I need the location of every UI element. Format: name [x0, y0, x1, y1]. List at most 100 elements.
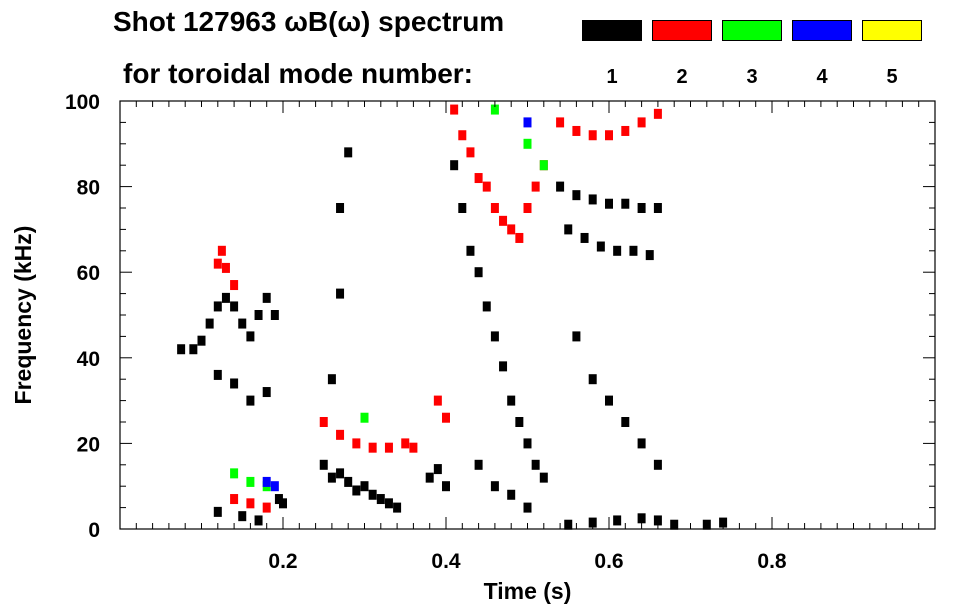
spectrum-point-n1-53: [523, 502, 532, 513]
spectrum-point-n1-73: [564, 519, 573, 530]
spectrum-point-n1-58: [621, 198, 630, 209]
legend-caption: for toroidal mode number:: [123, 58, 473, 89]
spectrum-point-n1-7: [238, 318, 247, 329]
legend-label-5: 5: [886, 66, 898, 88]
spectrum-point-n1-70: [621, 417, 630, 427]
spectrum-point-n1-19: [274, 494, 283, 505]
y-axis-label: Frequency (kHz): [10, 226, 36, 405]
axis-ticks: 0.2 0.4 0.6 0.8 0 20 40 60 80 100: [65, 91, 935, 573]
spectrum-point-n1-68: [588, 374, 597, 385]
spectrum-point-n1-50: [474, 459, 483, 470]
spectrum-point-n1-25: [352, 485, 361, 496]
legend-swatch-4: [792, 20, 852, 41]
spectrum-point-n2-16: [450, 104, 459, 115]
spectrum-point-n2-3: [230, 280, 239, 291]
spectrum-point-n2-19: [474, 173, 483, 184]
spectrum-point-n1-5: [221, 292, 230, 303]
spectrum-point-n1-48: [531, 459, 540, 470]
spectrum-point-n1-47: [523, 438, 532, 449]
spectrum-point-n1-40: [466, 245, 475, 256]
spectrum-point-n2-17: [458, 130, 467, 141]
spectrum-point-n2-21: [490, 203, 499, 213]
spectrum-point-n1-10: [262, 292, 271, 303]
spectrum-point-n1-49: [539, 472, 548, 483]
y-tick-label: 60: [77, 262, 100, 285]
spectrum-point-n1-51: [490, 481, 499, 492]
spectrum-point-n1-0: [177, 344, 186, 355]
spectrum-point-n1-56: [588, 194, 597, 205]
spectrum-point-n1-36: [433, 464, 442, 475]
spectrum-point-n1-8: [246, 331, 255, 342]
spectrum-point-n2-1: [217, 245, 226, 256]
spectrum-point-n1-62: [580, 232, 589, 243]
spectrum-point-n4-0: [262, 476, 271, 487]
spectrum-point-n1-57: [605, 198, 613, 209]
spectrum-point-n1-20: [279, 498, 287, 509]
legend-swatch-3: [722, 20, 782, 41]
spectrum-point-n2-29: [572, 125, 581, 136]
spectrum-point-n1-6: [230, 301, 239, 312]
legend-label-3: 3: [746, 66, 758, 88]
spectrum-point-n1-80: [719, 517, 728, 528]
spectrum-point-n2-13: [409, 442, 418, 453]
legend-label-4: 4: [816, 66, 828, 88]
spectrum-point-n2-24: [515, 232, 524, 243]
spectrum-point-n2-20: [482, 181, 491, 192]
spectrum-point-n3-6: [539, 160, 548, 171]
spectrum-point-n3-0: [230, 468, 239, 479]
spectrum-point-n4-1: [270, 481, 279, 492]
spectrum-point-n2-9: [352, 438, 361, 449]
x-tick-label: 0.4: [431, 550, 461, 573]
chart-title: Shot 127963 ωB(ω) spectrum: [113, 6, 505, 37]
spectrum-point-n2-30: [588, 130, 597, 141]
spectrum-point-n1-61: [564, 224, 573, 235]
spectrum-point-n2-23: [507, 224, 516, 235]
spectrum-point-n1-22: [327, 472, 336, 483]
y-tick-label: 100: [65, 91, 100, 114]
legend-swatch-1: [582, 20, 642, 41]
spectrum-point-n1-31: [327, 374, 336, 385]
spectrum-point-n3-3: [360, 412, 369, 423]
spectrum-point-n3-5: [523, 138, 532, 149]
spectrum-point-n1-75: [613, 515, 622, 526]
plot-frame: [119, 100, 936, 530]
x-tick-label: 0.2: [268, 550, 297, 573]
spectrum-point-n1-27: [368, 489, 377, 500]
spectrum-point-n1-43: [490, 331, 499, 342]
spectrum-point-n1-54: [556, 181, 565, 192]
spectrum-point-n2-8: [336, 429, 345, 440]
spectrum-point-n1-4: [213, 301, 222, 312]
spectrum-point-n1-52: [507, 489, 516, 500]
x-tick-label: 0.6: [594, 550, 623, 573]
spectrum-point-n2-22: [499, 215, 508, 226]
spectrum-point-n2-10: [368, 442, 377, 453]
spectrum-point-n1-45: [507, 395, 516, 406]
spectrum-point-n1-26: [360, 481, 369, 492]
spectrum-point-n1-28: [376, 494, 385, 505]
spectrum-point-n1-17: [238, 511, 247, 522]
spectrum-point-n1-39: [458, 203, 467, 213]
y-tick-label: 0: [88, 519, 100, 542]
spectrum-point-n1-21: [319, 459, 328, 470]
spectrum-point-n1-74: [588, 517, 597, 528]
spectrum-point-n2-25: [523, 203, 532, 213]
spectrum-point-n1-55: [572, 190, 581, 201]
legend-label-2: 2: [676, 66, 688, 88]
legend-swatch-5: [862, 20, 922, 41]
spectrum-point-n1-38: [450, 160, 459, 171]
spectrum-point-n1-41: [474, 267, 483, 278]
spectrum-point-n3-4: [490, 104, 499, 115]
x-tick-label: 0.8: [757, 550, 787, 573]
spectrum-point-n1-32: [336, 288, 345, 299]
spectrum-point-n2-32: [621, 125, 630, 136]
spectrum-point-n1-30: [393, 502, 402, 513]
spectrum-point-n1-72: [653, 459, 662, 470]
spectrum-point-n1-34: [344, 147, 353, 158]
spectrum-point-n1-37: [442, 481, 450, 492]
spectrum-point-n1-66: [645, 250, 654, 261]
spectrum-point-n1-33: [336, 203, 345, 213]
spectrum-point-n2-34: [653, 108, 662, 119]
spectrum-point-n2-2: [221, 262, 230, 273]
